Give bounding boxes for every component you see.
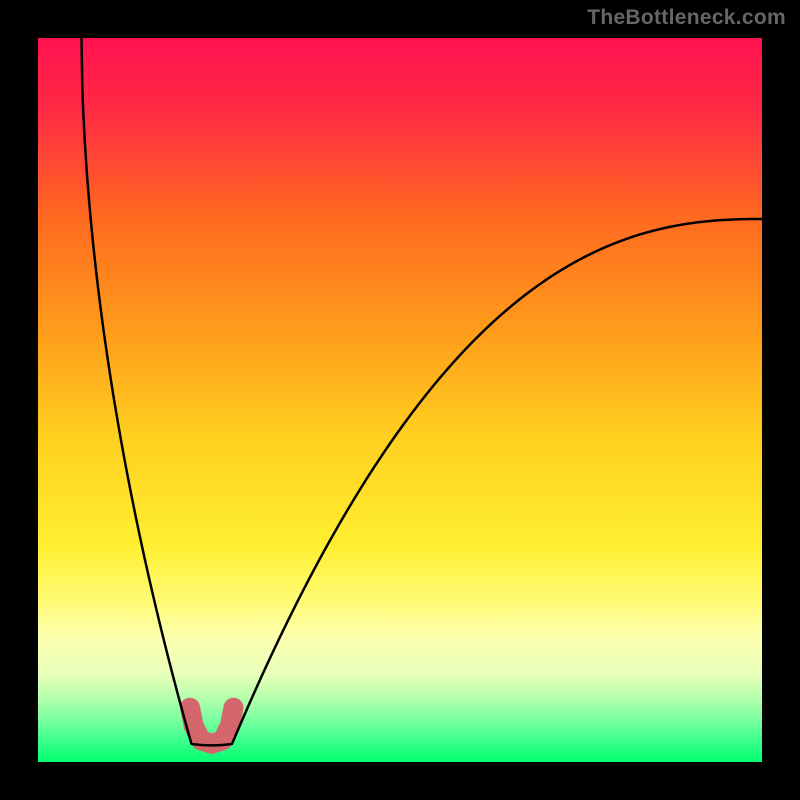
- bottleneck-chart-svg: [0, 0, 800, 800]
- plot-background: [38, 38, 762, 762]
- watermark-text: TheBottleneck.com: [587, 6, 786, 30]
- chart-stage: TheBottleneck.com: [0, 0, 800, 800]
